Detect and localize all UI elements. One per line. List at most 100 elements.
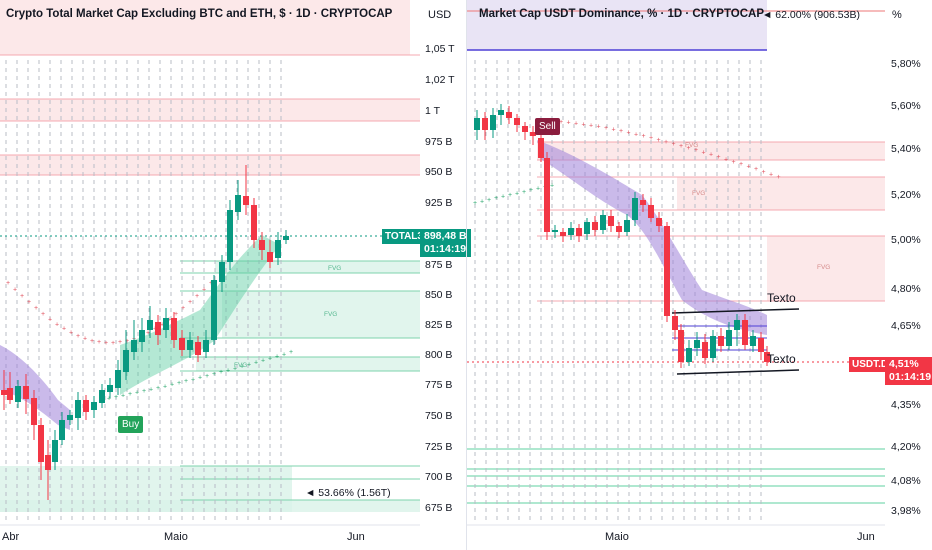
x-tick-label: Abr — [2, 531, 20, 543]
trail-dot: + — [191, 376, 195, 383]
trail-dot: + — [27, 299, 31, 306]
trail-dot: + — [20, 293, 24, 300]
candle-body — [544, 158, 550, 232]
candle-body — [52, 440, 58, 462]
y-tick-label: 4,08% — [891, 475, 921, 487]
candle-body — [656, 218, 662, 226]
candle-body — [45, 455, 51, 470]
trend-line — [671, 308, 800, 314]
candle-body — [15, 386, 21, 402]
trail-dot: + — [709, 152, 713, 159]
candle-body — [616, 226, 622, 232]
trail-dot: + — [170, 382, 174, 389]
candle-body — [195, 342, 201, 355]
fvg-label: FVG — [685, 142, 699, 149]
candle-body — [203, 340, 209, 352]
trend-line — [676, 369, 800, 375]
x-tick-label: Maio — [164, 531, 188, 543]
axis-unit: % — [892, 9, 902, 21]
trail-dot: + — [522, 189, 526, 196]
candle-body — [678, 330, 684, 362]
trail-dot: + — [111, 340, 115, 347]
fvg-zone — [222, 291, 420, 338]
candle-body — [163, 318, 169, 330]
trail-dot: + — [619, 128, 623, 135]
candle-body — [187, 340, 193, 350]
candle-body — [600, 215, 606, 230]
candle-body — [648, 205, 654, 218]
trail-dot: + — [515, 190, 519, 197]
trail-dot: + — [473, 200, 477, 207]
chart-panel-usdt-dominance[interactable]: + + + + + + + + + + + + + + + + + + + + + + + + + + + + + + + + + + + + + + + +… — [466, 0, 932, 550]
trail-dot: + — [219, 369, 223, 376]
candle-body — [171, 318, 177, 340]
x-tick-label: Maio — [605, 531, 629, 543]
candle-body — [139, 330, 145, 342]
candle-body — [179, 338, 185, 350]
y-tick-label: 925 B — [425, 197, 453, 209]
trail-dot: + — [163, 383, 167, 390]
y-tick-label: 4,80% — [891, 283, 921, 295]
x-tick-label: Jun — [857, 531, 875, 543]
countdown: 01:14:19 — [424, 243, 467, 255]
trail-dot: + — [634, 131, 638, 138]
trail-dot: + — [149, 387, 153, 394]
candle-body — [283, 236, 289, 240]
trail-dot: + — [694, 147, 698, 154]
trail-dot: + — [118, 339, 122, 346]
supply-zone — [0, 0, 410, 55]
trail-dot: + — [146, 330, 150, 337]
trail-dot: + — [55, 321, 59, 328]
chart-canvas-total3[interactable]: ++++++++++ + + + + + + + ++++++++++ + + + + + + + + + + + + +… — [0, 0, 466, 550]
y-tick-label: 675 B — [425, 502, 453, 514]
text-drawing[interactable]: Texto — [767, 352, 796, 366]
fvg-label: FVG — [324, 311, 338, 318]
trail-dot: + — [13, 286, 17, 293]
trail-dot: + — [754, 166, 758, 173]
candle-body — [243, 196, 249, 205]
candle-body — [474, 118, 480, 130]
fvg-zone — [215, 261, 420, 273]
chart-panel-total3[interactable]: + + + + + + + + + + + + + + + + + + + + + + + + + + + + + + + + + + + + + + + +… — [0, 0, 471, 550]
trail-dot: + — [649, 135, 653, 142]
y-tick-label: 4,35% — [891, 399, 921, 411]
trail-dot: + — [627, 130, 631, 137]
trail-dot: + — [76, 333, 80, 340]
candle-body — [219, 262, 225, 282]
y-tick-label: 750 B — [425, 410, 453, 422]
trail-dot: + — [233, 365, 237, 372]
candle-body — [664, 226, 670, 316]
trail-dot: + — [657, 137, 661, 144]
trail-dot: + — [574, 120, 578, 127]
fvg-label: FVG — [234, 362, 248, 369]
trail-dot: + — [135, 390, 139, 397]
trail-dot: + — [597, 124, 601, 131]
y-tick-label: 825 B — [425, 319, 453, 331]
candle-body — [227, 210, 233, 262]
text-drawing[interactable]: Texto — [767, 291, 796, 305]
supply-zone — [467, 0, 767, 50]
trail-dot: + — [184, 378, 188, 385]
trail-dot: + — [167, 316, 171, 323]
trail-dot: + — [604, 125, 608, 132]
trail-dot: + — [177, 380, 181, 387]
candle-body — [83, 400, 89, 412]
candle-body — [31, 398, 37, 425]
y-tick-label: 4,20% — [891, 441, 921, 453]
candle-body — [482, 118, 488, 130]
trail-dot: + — [69, 330, 73, 337]
candle-body — [259, 240, 265, 250]
candle-body — [624, 220, 630, 232]
candle-body — [584, 222, 590, 234]
fvg-zone — [767, 236, 885, 301]
fvg-label: FVG — [817, 264, 831, 271]
trail-dot: + — [125, 338, 129, 345]
symbol-tag: TOTAL3 — [382, 229, 426, 244]
candle-body — [211, 280, 217, 340]
trail-dot: + — [90, 338, 94, 345]
trail-dot: + — [254, 360, 258, 367]
trail-dot: + — [62, 326, 66, 333]
chart-canvas-usdt[interactable]: + + + + + + + + + + + + + + + + + + + + + + + + + + + + + ++ + + + + + + + + +… — [467, 0, 932, 550]
candle-body — [702, 342, 708, 358]
candle-body — [115, 370, 121, 388]
